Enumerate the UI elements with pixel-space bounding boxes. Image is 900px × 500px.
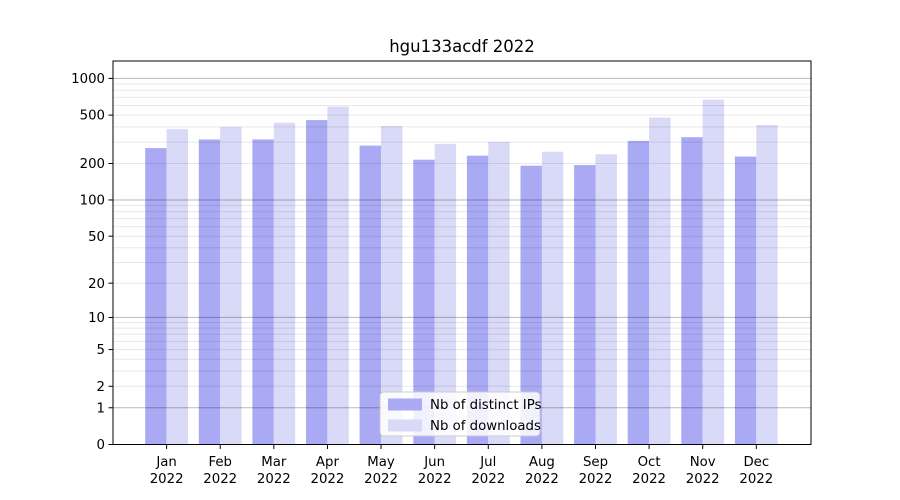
bar-jan-downloads bbox=[166, 129, 188, 445]
x-tick-label-year: 2022 bbox=[257, 472, 291, 487]
x-tick-label-month: Jun bbox=[423, 455, 445, 470]
x-tick-label-month: May bbox=[367, 455, 395, 470]
y-tick-label: 500 bbox=[80, 109, 105, 124]
bar-apr-downloads bbox=[327, 106, 349, 445]
bar-jul-distinct-ips bbox=[466, 155, 489, 445]
y-tick-label: 0 bbox=[97, 438, 105, 453]
y-tick-label: 20 bbox=[88, 277, 105, 292]
plot-frame bbox=[112, 60, 812, 445]
bar-nov-downloads bbox=[702, 99, 725, 445]
bar-may-distinct-ips bbox=[359, 145, 381, 445]
bar-mar-downloads bbox=[273, 122, 296, 445]
x-tick-label-year: 2022 bbox=[579, 472, 613, 487]
x-tick-label-year: 2022 bbox=[150, 472, 184, 487]
x-tick-label-month: Aug bbox=[529, 455, 555, 470]
legend-label-distinct-ips: Nb of distinct IPs bbox=[430, 398, 542, 413]
y-tick-label: 100 bbox=[80, 194, 105, 209]
bar-apr-distinct-ips bbox=[306, 120, 328, 445]
x-tick-label-month: Feb bbox=[208, 455, 232, 470]
bar-feb-distinct-ips bbox=[198, 139, 221, 445]
bars-layer bbox=[145, 99, 778, 445]
bar-dec-downloads bbox=[756, 125, 778, 445]
bar-mar-distinct-ips bbox=[252, 139, 274, 445]
bar-jun-distinct-ips bbox=[413, 159, 435, 445]
legend-label-downloads: Nb of downloads bbox=[430, 419, 541, 434]
y-tick-label: 200 bbox=[80, 157, 105, 172]
bar-sep-distinct-ips bbox=[574, 165, 596, 445]
legend-swatch-downloads bbox=[388, 419, 422, 432]
x-tick-label-month: Apr bbox=[316, 455, 340, 470]
x-tick-label-year: 2022 bbox=[739, 472, 773, 487]
x-tick-label-year: 2022 bbox=[418, 472, 452, 487]
bar-aug-downloads bbox=[541, 151, 564, 445]
bar-jun-downloads bbox=[434, 143, 457, 445]
x-tick-label-year: 2022 bbox=[632, 472, 666, 487]
axis-layer: 0 1 2 5 10 20 50 100 200 500 1000 Jan 2022 Feb 2022 Mar… bbox=[71, 60, 812, 487]
x-tick-label-month: Jul bbox=[479, 455, 496, 470]
y-tick-label: 10 bbox=[88, 311, 105, 326]
x-tick-label-month: Sep bbox=[583, 455, 608, 470]
x-tick-label-month: Nov bbox=[690, 455, 716, 470]
chart-title: hgu133acdf 2022 bbox=[389, 37, 535, 56]
x-tick-label-year: 2022 bbox=[311, 472, 345, 487]
y-tick-label: 2 bbox=[97, 380, 105, 395]
bar-jul-downloads bbox=[488, 141, 510, 445]
y-tick-label: 1 bbox=[97, 401, 105, 416]
x-tick-label-year: 2022 bbox=[203, 472, 237, 487]
x-tick-label-month: Mar bbox=[261, 455, 287, 470]
x-tick-label-year: 2022 bbox=[525, 472, 559, 487]
bar-sep-downloads bbox=[595, 154, 617, 445]
y-tick-label: 1000 bbox=[71, 72, 105, 87]
bar-aug-distinct-ips bbox=[520, 165, 542, 445]
x-tick-label-year: 2022 bbox=[471, 472, 505, 487]
x-tick-label-month: Jan bbox=[155, 455, 177, 470]
x-tick-label-year: 2022 bbox=[364, 472, 398, 487]
legend: Nb of distinct IPs Nb of downloads bbox=[379, 391, 542, 437]
grid-layer bbox=[113, 77, 811, 409]
bar-jan-distinct-ips bbox=[145, 148, 167, 445]
bar-feb-downloads bbox=[220, 126, 242, 445]
bar-nov-distinct-ips bbox=[681, 137, 703, 445]
bar-dec-distinct-ips bbox=[734, 156, 757, 445]
y-tick-label: 5 bbox=[97, 343, 105, 358]
x-tick-label-year: 2022 bbox=[686, 472, 720, 487]
x-tick-label-month: Oct bbox=[638, 455, 661, 470]
y-tick-label: 50 bbox=[88, 230, 105, 245]
bar-oct-distinct-ips bbox=[627, 140, 650, 445]
bar-oct-downloads bbox=[649, 117, 671, 445]
x-tick-label-month: Dec bbox=[743, 455, 769, 470]
legend-swatch-distinct-ips bbox=[388, 398, 422, 411]
bar-may-downloads bbox=[381, 126, 403, 445]
